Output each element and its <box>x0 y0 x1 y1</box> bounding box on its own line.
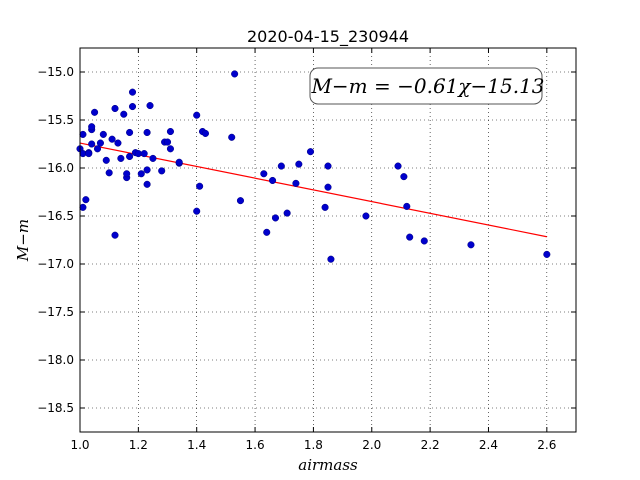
data-point <box>120 110 128 118</box>
y-tick-label: −15.0 <box>37 65 74 79</box>
y-tick-label: −16.5 <box>37 209 74 223</box>
x-tick-label: 2.4 <box>479 438 498 452</box>
x-axis-label: airmass <box>298 456 358 474</box>
x-tick-label: 2.0 <box>362 438 381 452</box>
chart-title: 2020-04-15_230944 <box>247 27 409 47</box>
data-point <box>102 156 110 164</box>
data-point <box>126 128 134 137</box>
data-point <box>146 102 154 110</box>
data-point <box>324 183 332 191</box>
data-point <box>128 103 137 111</box>
x-tick-label: 1.2 <box>129 438 148 452</box>
data-point <box>96 139 104 147</box>
y-tick-label: −15.5 <box>37 113 74 127</box>
x-tick-label: 1.4 <box>187 438 206 452</box>
data-point <box>406 233 414 241</box>
data-point <box>201 129 210 137</box>
data-point <box>420 237 428 245</box>
y-tick-label: −18.5 <box>37 401 74 415</box>
data-point <box>269 176 277 185</box>
data-point <box>91 108 99 116</box>
data-point <box>394 162 402 170</box>
data-point <box>321 203 329 211</box>
data-point <box>99 130 107 138</box>
data-point <box>123 170 131 178</box>
data-point <box>231 70 239 78</box>
data-point <box>128 88 137 96</box>
data-point <box>79 203 87 211</box>
data-point <box>283 209 291 217</box>
data-point <box>193 111 201 119</box>
data-point <box>324 162 332 170</box>
x-tick-label: 1.0 <box>70 438 89 452</box>
data-point <box>126 152 134 161</box>
data-point <box>93 145 102 153</box>
data-point <box>143 180 151 188</box>
data-point <box>85 150 93 158</box>
data-point <box>137 170 145 178</box>
data-point <box>295 160 303 168</box>
data-point <box>111 231 119 239</box>
data-point <box>271 214 280 222</box>
y-tick-label: −16.0 <box>37 161 74 175</box>
data-point <box>143 128 151 137</box>
data-point <box>140 150 148 158</box>
data-point <box>166 145 174 153</box>
fit-line-group <box>79 142 547 238</box>
x-tick-label: 2.2 <box>421 438 440 452</box>
data-point <box>105 169 113 177</box>
y-tick-label: −18.0 <box>37 353 74 367</box>
data-point <box>260 170 268 178</box>
data-point <box>196 182 204 190</box>
equation-box <box>309 67 543 105</box>
data-point <box>193 207 201 215</box>
data-point <box>163 138 172 146</box>
data-point <box>88 140 96 148</box>
plot-frame <box>79 47 577 433</box>
data-points <box>76 70 551 263</box>
data-point <box>327 255 335 263</box>
data-point <box>166 127 174 136</box>
data-point <box>175 158 183 166</box>
data-point <box>82 196 90 204</box>
y-tick-label: −17.0 <box>37 257 74 271</box>
x-tick-label: 2.6 <box>537 438 556 452</box>
data-point <box>236 197 245 205</box>
x-tick-label: 1.8 <box>304 438 323 452</box>
x-tick-label: 1.6 <box>246 438 265 452</box>
data-point <box>111 104 119 113</box>
data-point <box>114 139 122 147</box>
data-point <box>467 241 475 249</box>
ticks: 1.0 1.2 1.4 1.6 1.8 2.0 2.2 2.4 2.6 −15.0 −15.5 −16… <box>37 48 576 452</box>
data-point <box>108 135 116 143</box>
data-point <box>306 148 315 156</box>
data-point <box>228 133 236 141</box>
data-point <box>88 123 96 131</box>
data-point <box>158 167 166 175</box>
equation-text: M−m = −0.61χ−15.13 <box>310 74 544 98</box>
plot-area <box>80 48 576 432</box>
data-point <box>292 179 300 187</box>
data-point <box>362 212 370 220</box>
data-point <box>149 154 157 162</box>
data-point <box>403 202 411 210</box>
data-point <box>79 130 87 138</box>
data-point <box>143 166 151 174</box>
data-point <box>400 173 408 181</box>
data-point <box>277 162 285 170</box>
data-point <box>263 228 271 236</box>
data-point <box>117 154 125 162</box>
fit-line <box>79 142 547 238</box>
y-tick-label: −17.5 <box>37 305 74 319</box>
y-axis-label: M−m <box>14 219 32 262</box>
data-point <box>543 250 551 258</box>
equation-annotation: M−m = −0.61χ−15.13 <box>309 67 545 105</box>
